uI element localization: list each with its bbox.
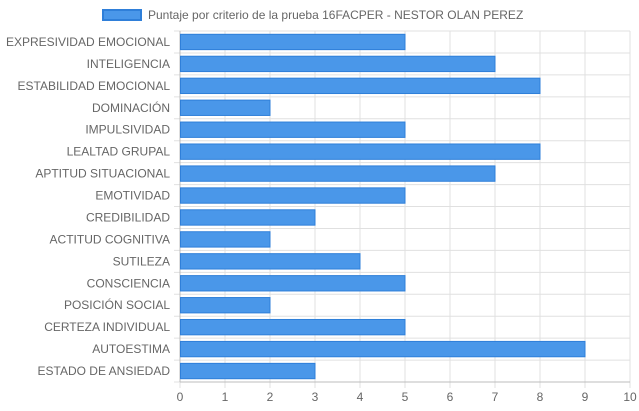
bar[interactable] <box>180 55 496 73</box>
x-tick-label: 4 <box>357 390 364 404</box>
category-label: IMPULSIVIDAD <box>85 123 170 137</box>
bar[interactable] <box>180 275 406 292</box>
bar[interactable] <box>180 297 271 314</box>
bar[interactable] <box>180 165 496 182</box>
category-label: INTELIGENCIA <box>87 57 170 71</box>
x-tick-label: 3 <box>312 390 319 404</box>
category-label: POSICIÓN SOCIAL <box>64 297 170 312</box>
bar[interactable] <box>180 231 271 248</box>
legend-swatch <box>102 9 142 21</box>
bar[interactable] <box>180 33 406 51</box>
category-label: CREDIBILIDAD <box>86 210 170 224</box>
bar[interactable] <box>180 340 586 358</box>
bar[interactable] <box>180 99 271 116</box>
category-label: AUTOESTIMA <box>92 342 170 356</box>
x-tick-label: 8 <box>537 390 544 404</box>
category-label: CONSCIENCIA <box>87 276 170 290</box>
bar[interactable] <box>180 187 406 204</box>
category-label: ESTADO DE ANSIEDAD <box>38 364 171 378</box>
x-tick-label: 0 <box>177 390 184 404</box>
bar[interactable] <box>180 253 361 270</box>
bar[interactable] <box>180 121 406 138</box>
category-label: DOMINACIÓN <box>92 100 170 115</box>
legend-label: Puntaje por criterio de la prueba 16FACP… <box>148 8 524 22</box>
category-label: ESTABILIDAD EMOCIONAL <box>18 79 171 93</box>
legend[interactable]: Puntaje por criterio de la prueba 16FACP… <box>102 6 523 24</box>
category-label: LEALTAD GRUPAL <box>67 145 171 159</box>
bar[interactable] <box>180 362 316 380</box>
category-label: EXPRESIVIDAD EMOCIONAL <box>6 35 170 49</box>
bar[interactable] <box>180 209 316 226</box>
category-label: EMOTIVIDAD <box>95 189 170 203</box>
x-tick-label: 1 <box>222 390 229 404</box>
x-tick-label: 9 <box>582 390 589 404</box>
category-label: ACTITUD COGNITIVA <box>50 232 170 246</box>
category-label: SUTILEZA <box>113 254 170 268</box>
bar[interactable] <box>180 318 406 336</box>
x-tick-label: 10 <box>623 390 637 404</box>
bar[interactable] <box>180 77 541 95</box>
bar[interactable] <box>180 143 541 160</box>
x-tick-label: 5 <box>402 390 409 404</box>
x-tick-label: 2 <box>267 390 274 404</box>
x-tick-label: 7 <box>492 390 499 404</box>
category-label: CERTEZA INDIVIDUAL <box>44 320 170 334</box>
category-label: APTITUD SITUACIONAL <box>35 167 170 181</box>
x-tick-label: 6 <box>447 390 454 404</box>
